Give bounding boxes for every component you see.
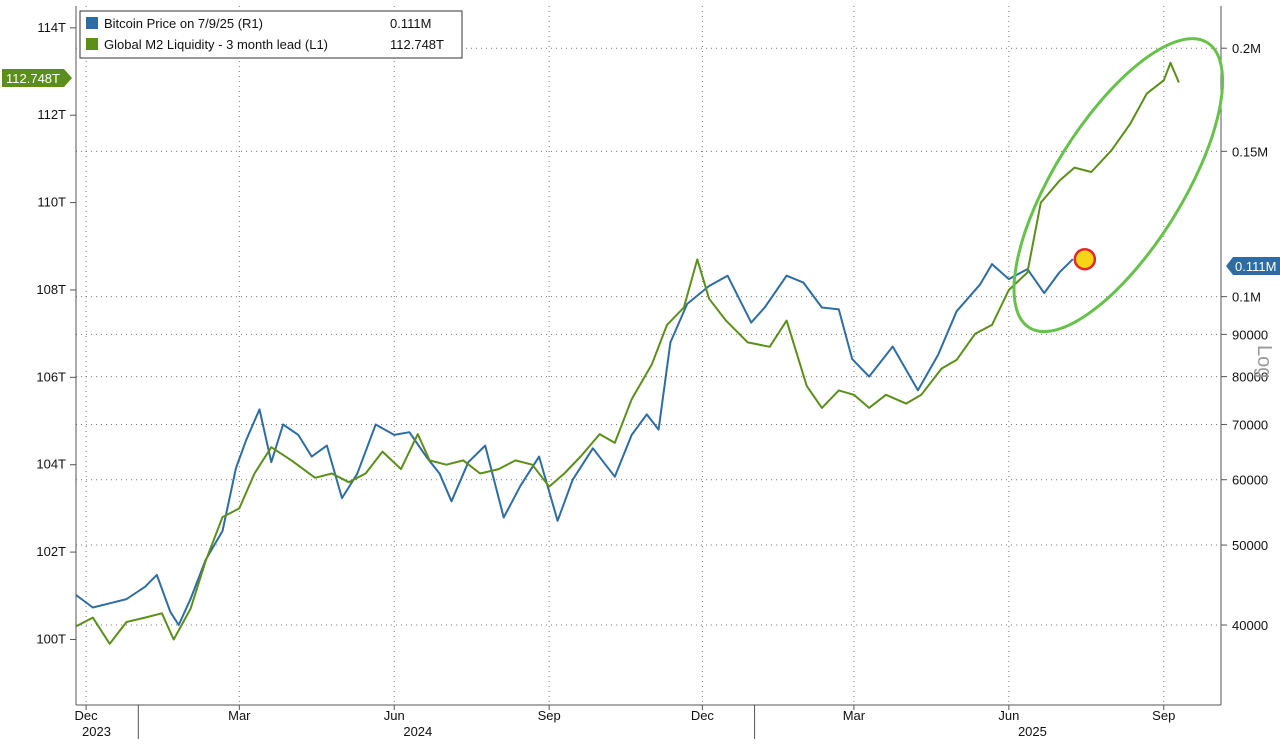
m2-last-value-badge: 112.748T	[2, 69, 72, 87]
legend-value-btc: 0.111M	[390, 16, 431, 31]
right-tick-label: 80000	[1232, 370, 1268, 385]
left-tick-label: 104T	[36, 457, 66, 472]
x-tick-label: Mar	[228, 708, 251, 723]
right-tick-label: 90000	[1232, 327, 1268, 342]
series-line-m2	[75, 61, 1180, 645]
right-tick-label: 60000	[1232, 473, 1268, 488]
left-tick-label: 100T	[36, 631, 66, 646]
left-tick-label: 108T	[36, 282, 66, 297]
btc-last-value-text: 0.111M	[1235, 259, 1276, 274]
x-year-label: 2025	[1018, 724, 1047, 739]
m2-last-value-text: 112.748T	[6, 71, 60, 86]
left-tick-label: 112T	[37, 107, 66, 122]
btc-last-value-badge: 0.111M	[1226, 257, 1280, 275]
right-tick-label: 0.1M	[1232, 290, 1261, 305]
left-tick-label: 106T	[36, 369, 66, 384]
x-tick-label: Dec	[691, 708, 715, 723]
series-line-bitcoin	[75, 258, 1074, 626]
legend-label-m2: Global M2 Liquidity - 3 month lead (L1)	[104, 37, 328, 52]
right-tick-label: 40000	[1232, 618, 1268, 633]
series-layer	[75, 61, 1180, 645]
x-tick-label: Mar	[843, 708, 866, 723]
x-axis: Dec Mar Jun Sep Dec Mar Jun Sep 2023 2024 2025	[75, 705, 1175, 739]
legend: Bitcoin Price on 7/9/25 (R1) 0.111M Glob…	[79, 10, 463, 59]
grid-layer	[76, 6, 1221, 705]
left-y-axis: 114T 112T 110T 108T 106T 104T 102T 100T	[36, 20, 76, 646]
log-scale-label: Log	[1253, 345, 1275, 378]
x-tick-label: Dec	[75, 708, 99, 723]
right-tick-label: 0.15M	[1232, 144, 1268, 159]
highlight-ellipse	[1012, 37, 1225, 334]
latest-price-marker	[1073, 247, 1097, 271]
right-tick-label: 0.2M	[1232, 41, 1261, 56]
legend-swatch-btc	[86, 17, 98, 29]
x-tick-label: Jun	[384, 708, 405, 723]
x-tick-label: Sep	[538, 708, 561, 723]
legend-label-btc: Bitcoin Price on 7/9/25 (R1)	[104, 16, 263, 31]
legend-value-m2: 112.748T	[390, 37, 444, 52]
x-year-label: 2023	[82, 724, 111, 739]
x-year-label: 2024	[403, 724, 432, 739]
right-tick-label: 50000	[1232, 538, 1268, 553]
annotation-layer	[1012, 37, 1225, 334]
right-y-axis: 0.2M 0.15M 0.1M 90000 80000 70000 60000 50000 40…	[1221, 41, 1268, 633]
legend-swatch-m2	[86, 38, 98, 50]
left-tick-label: 110T	[37, 195, 66, 210]
plot-frame	[75, 6, 1222, 706]
x-tick-label: Sep	[1152, 708, 1175, 723]
right-tick-label: 70000	[1232, 417, 1268, 432]
x-tick-label: Jun	[998, 708, 1019, 723]
left-tick-label: 102T	[36, 544, 66, 559]
legend-box	[79, 10, 463, 59]
left-tick-label: 114T	[37, 20, 66, 35]
